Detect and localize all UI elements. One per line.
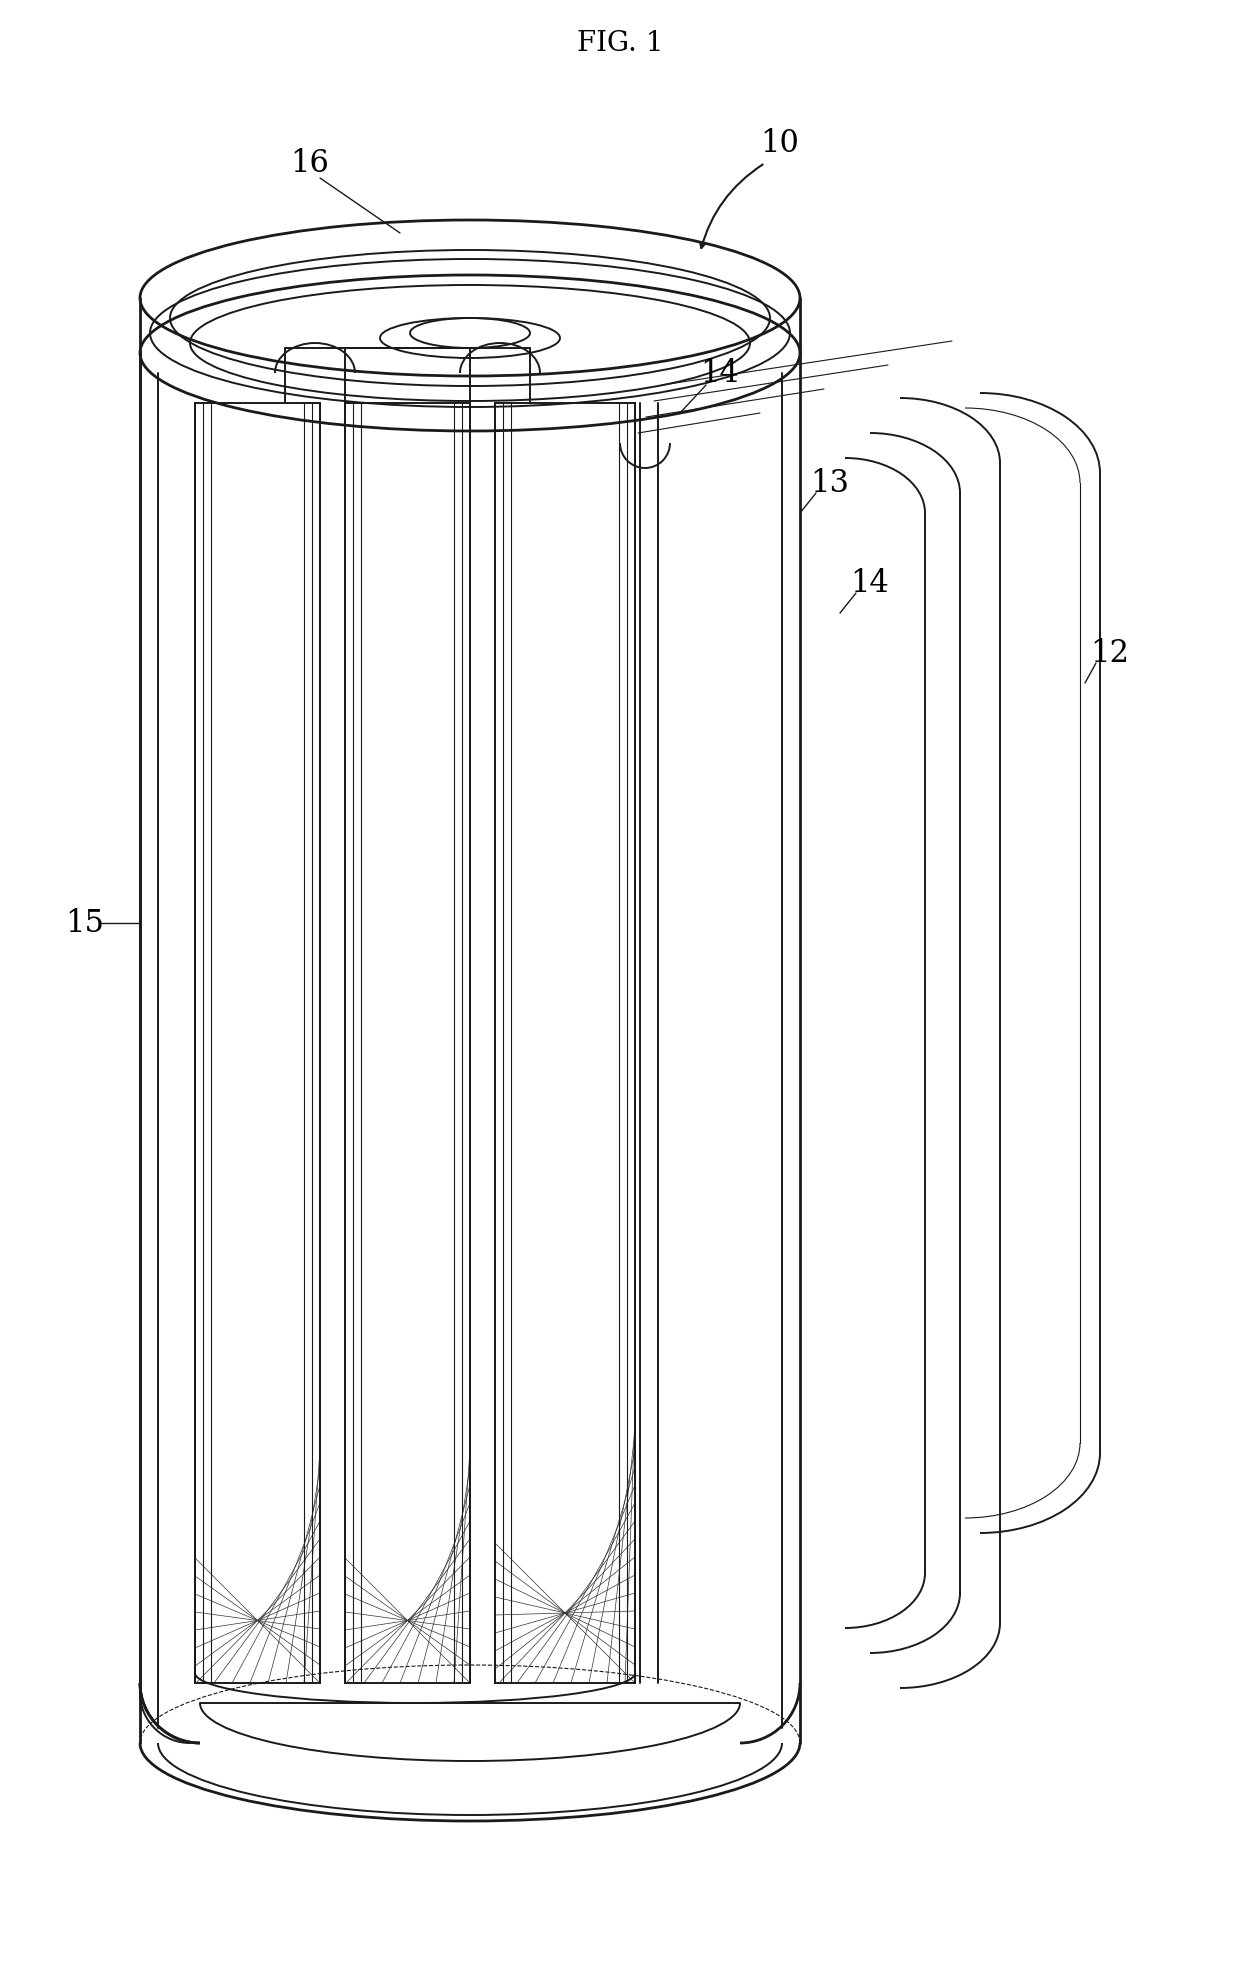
Text: 14: 14 <box>851 568 889 600</box>
Text: 14: 14 <box>701 359 739 389</box>
Text: FIG. 1: FIG. 1 <box>577 30 663 57</box>
Text: 15: 15 <box>66 908 104 939</box>
Text: 10: 10 <box>760 128 800 160</box>
Text: 16: 16 <box>290 148 330 180</box>
Text: 13: 13 <box>811 468 849 499</box>
Text: 12: 12 <box>1090 637 1130 669</box>
